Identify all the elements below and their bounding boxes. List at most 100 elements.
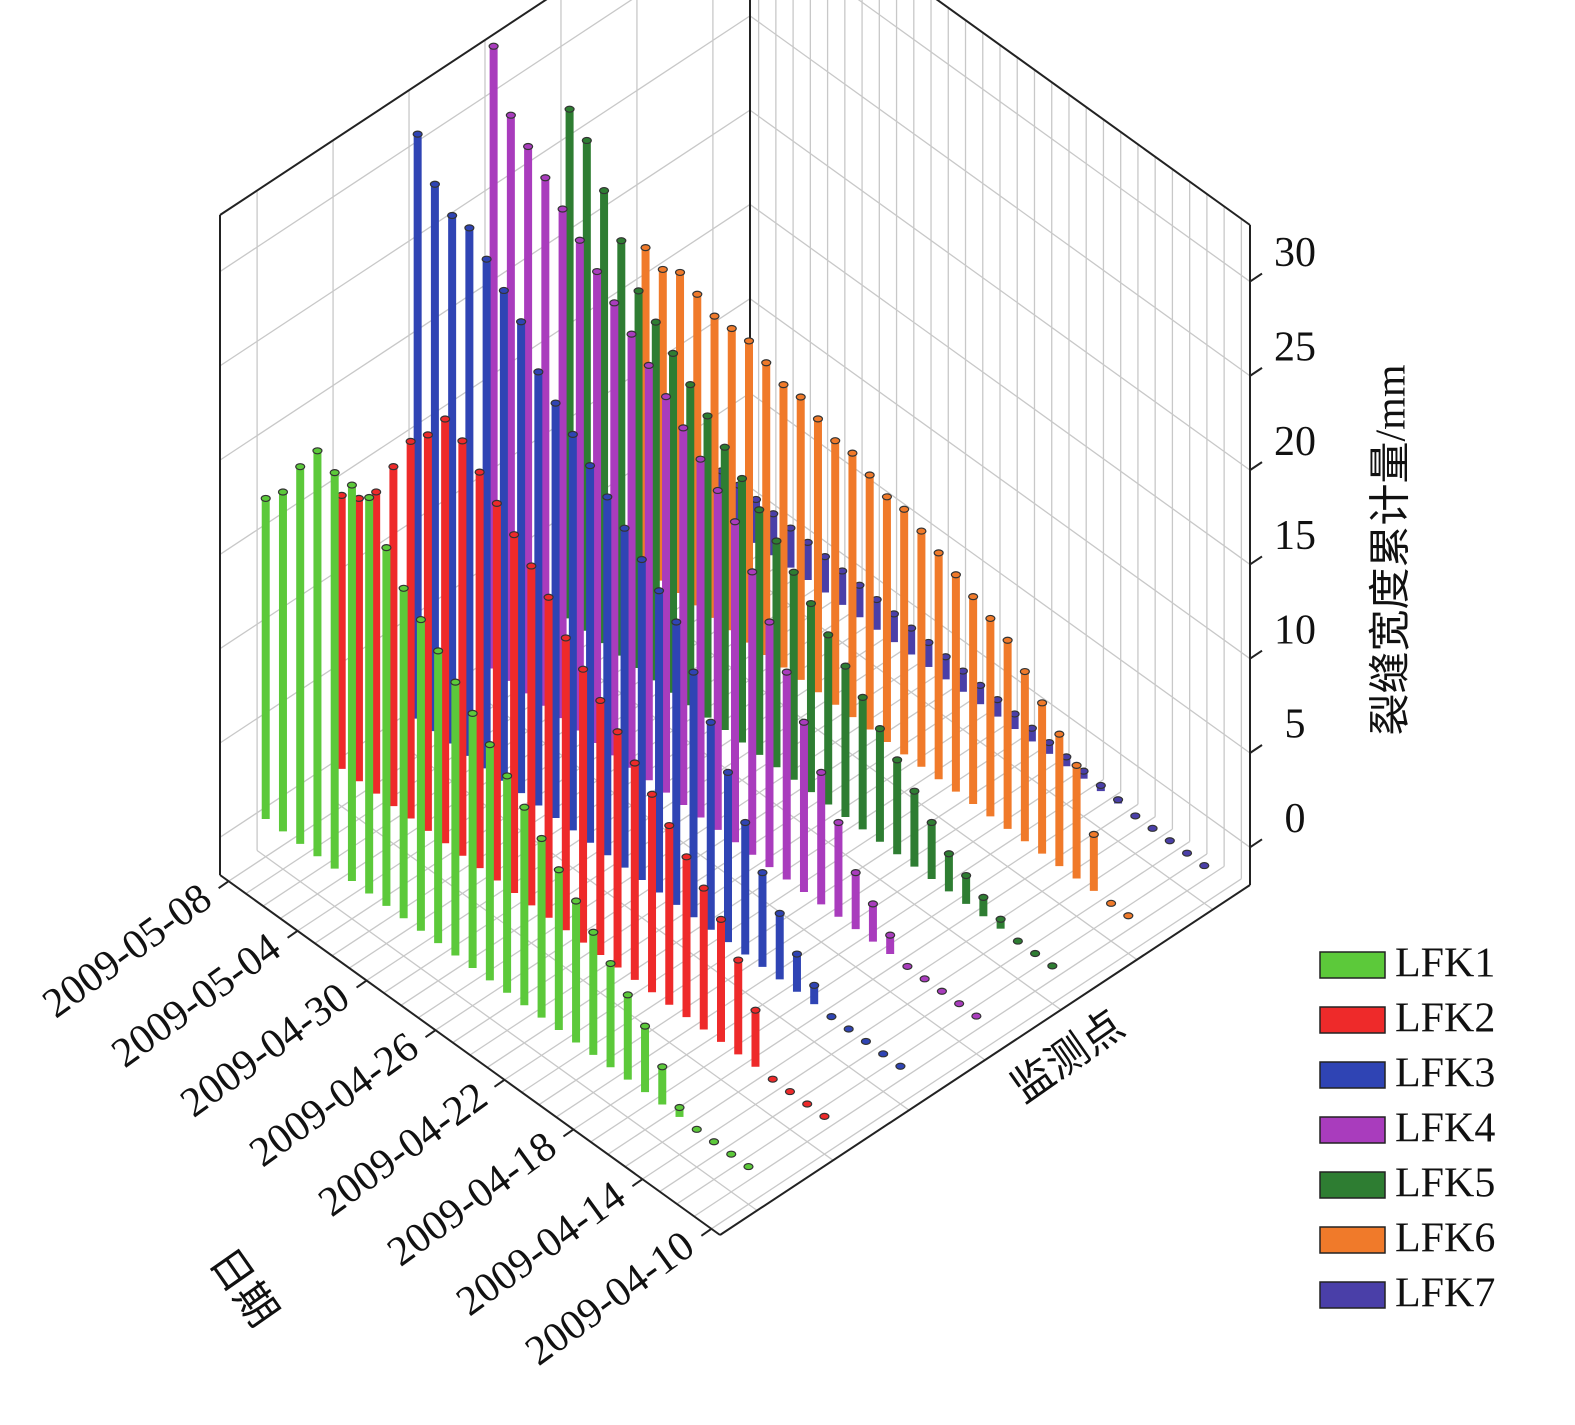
tick-mark bbox=[562, 1128, 575, 1138]
bar-top bbox=[612, 728, 623, 736]
bar-top bbox=[657, 265, 668, 274]
legend-swatch bbox=[1319, 1006, 1386, 1034]
legend-label: LFK3 bbox=[1395, 1051, 1495, 1097]
bar-top bbox=[553, 866, 564, 874]
bar-top bbox=[667, 349, 679, 357]
bar-top bbox=[805, 599, 817, 608]
bar-top bbox=[978, 893, 989, 901]
bar-top bbox=[678, 424, 689, 432]
bar-top bbox=[433, 647, 444, 655]
bar-top bbox=[491, 499, 502, 508]
bar-top bbox=[726, 324, 737, 333]
legend-label: LFK5 bbox=[1395, 1161, 1495, 1207]
bar-top bbox=[447, 211, 458, 220]
tick-mark bbox=[1249, 649, 1263, 660]
bar-top bbox=[750, 1006, 761, 1014]
bar-top bbox=[533, 368, 544, 376]
bar-top bbox=[619, 524, 630, 532]
bar-top bbox=[860, 1037, 872, 1046]
bar-top bbox=[740, 818, 751, 827]
bar-top bbox=[609, 299, 620, 307]
bar-top bbox=[878, 1050, 889, 1058]
y-tick-label: 30 bbox=[1274, 230, 1316, 276]
bar-top bbox=[557, 205, 568, 213]
tick-mark bbox=[1249, 272, 1263, 283]
x-axis-title: 日期 bbox=[200, 1240, 286, 1335]
bar-top bbox=[847, 449, 858, 457]
bar-top bbox=[826, 1012, 837, 1021]
bar-top bbox=[833, 818, 844, 827]
tick-mark bbox=[493, 1079, 506, 1088]
tick-mark bbox=[218, 880, 230, 890]
bar-top bbox=[371, 488, 382, 496]
bar-top bbox=[429, 180, 440, 188]
bar-top bbox=[747, 568, 758, 576]
bar-top bbox=[795, 393, 806, 401]
bar-top bbox=[985, 614, 996, 623]
bar-top bbox=[899, 505, 910, 513]
bar-top bbox=[850, 869, 861, 877]
bar-top bbox=[764, 618, 775, 626]
bar-top bbox=[933, 549, 944, 557]
bar-top bbox=[709, 312, 720, 320]
bar-top bbox=[388, 463, 399, 471]
axis-line bbox=[219, 0, 548, 216]
y-tick-label: 15 bbox=[1274, 513, 1316, 559]
tick-mark bbox=[700, 1227, 712, 1237]
bar-top bbox=[1047, 962, 1058, 970]
bar-top bbox=[919, 975, 930, 983]
bar-top bbox=[802, 1100, 813, 1108]
bar-top bbox=[691, 1125, 702, 1133]
tick-mark bbox=[287, 930, 299, 939]
bar-top bbox=[398, 584, 409, 592]
bar-top bbox=[809, 981, 820, 989]
bar-top bbox=[895, 1062, 906, 1070]
bar-top bbox=[526, 562, 537, 570]
bar-top bbox=[640, 243, 651, 252]
bar-top bbox=[719, 443, 730, 451]
bar-top bbox=[629, 759, 640, 767]
bar-top bbox=[567, 430, 578, 438]
grid-line bbox=[749, 298, 1251, 660]
bar-top bbox=[1002, 636, 1013, 644]
legend-label: LFK4 bbox=[1395, 1106, 1495, 1152]
legend-label: LFK1 bbox=[1395, 941, 1495, 987]
bar-top bbox=[523, 142, 534, 151]
legend-swatch bbox=[1319, 951, 1386, 979]
grid-line bbox=[749, 15, 1251, 377]
bar-top bbox=[540, 174, 551, 182]
bar-top bbox=[736, 474, 748, 483]
bar-top bbox=[564, 105, 575, 113]
bar-top bbox=[605, 959, 616, 968]
bar-top bbox=[260, 494, 271, 503]
bar-top bbox=[892, 756, 903, 764]
bar-top bbox=[1123, 912, 1134, 920]
bar-top bbox=[653, 587, 665, 595]
bar-top bbox=[995, 915, 1006, 923]
bar-top bbox=[643, 361, 654, 369]
bar-top bbox=[722, 768, 734, 776]
grid-line bbox=[749, 109, 1251, 471]
bar-top bbox=[312, 447, 323, 455]
bar-top bbox=[602, 493, 613, 501]
bar-top bbox=[971, 1012, 982, 1020]
bar-top bbox=[457, 437, 468, 445]
axis-line bbox=[935, 0, 1251, 226]
floor-grid-line bbox=[332, 799, 834, 1161]
bar-top bbox=[543, 593, 554, 601]
bar-top bbox=[329, 469, 340, 477]
bar-top bbox=[688, 668, 699, 676]
bar-top bbox=[595, 696, 606, 705]
axis-line bbox=[719, 884, 1251, 1236]
bar-top bbox=[1019, 667, 1030, 676]
bar-top bbox=[1095, 781, 1106, 790]
bar-top bbox=[902, 962, 913, 971]
bar-top bbox=[277, 488, 289, 496]
bar-top bbox=[778, 381, 789, 389]
bar-top bbox=[1012, 937, 1023, 945]
legend-swatch bbox=[1319, 1116, 1386, 1144]
bar-top bbox=[715, 915, 727, 923]
legend-swatch bbox=[1319, 1226, 1386, 1254]
bar-top bbox=[440, 415, 451, 423]
bar-top bbox=[681, 853, 692, 861]
